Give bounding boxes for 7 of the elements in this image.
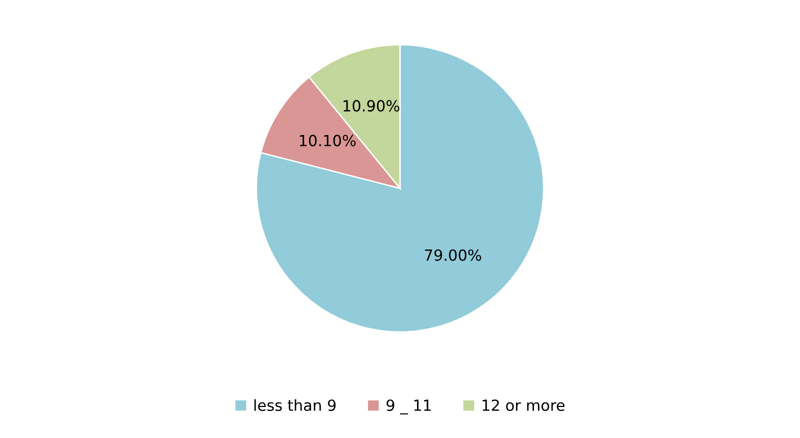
legend-label: less than 9 (254, 399, 336, 412)
data-label: 79.00% (424, 249, 482, 261)
legend-label: 12 or more (482, 399, 565, 412)
legend-label: 9 _ 11 (386, 399, 431, 414)
data-label: 10.10% (300, 134, 356, 146)
data-label: 10.90% (344, 100, 400, 112)
pie-slice (256, 44, 544, 333)
